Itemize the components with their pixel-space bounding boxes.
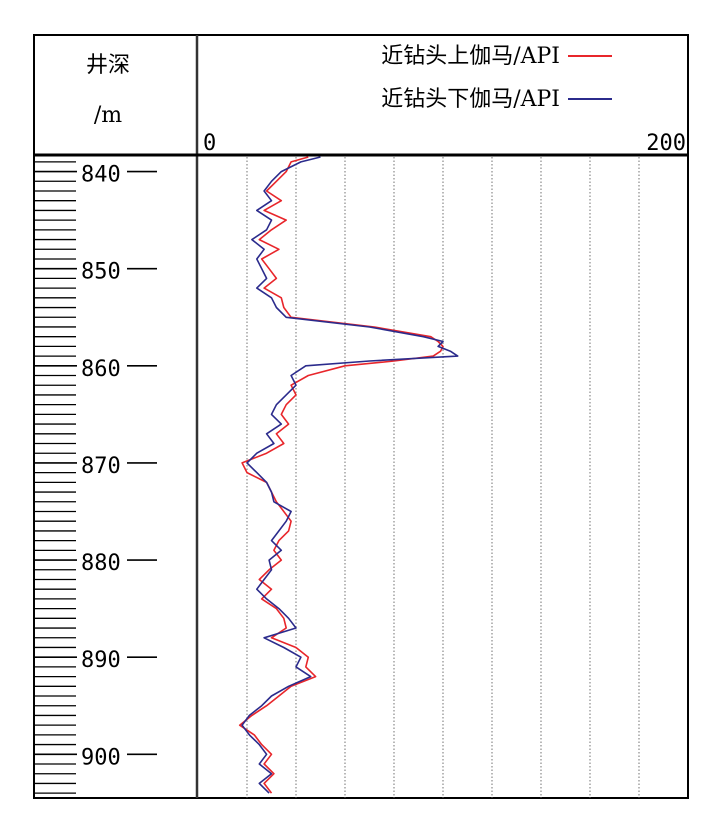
depth-label-bg: [77, 648, 127, 671]
depth-label: 860: [81, 357, 121, 382]
x-tick-min: 0: [203, 131, 216, 156]
upper-gamma-curve: [238, 156, 444, 794]
x-tick-max: 200: [646, 131, 686, 156]
chart-texts: 井深 /m 近钻头上伽马/API 近钻头下伽马/API 0 200: [86, 44, 686, 156]
depth-label: 870: [81, 454, 121, 479]
vertical-grid: [246, 157, 640, 798]
depth-labels: 840 850 860 870 880 890 900: [77, 162, 127, 770]
lower-gamma-curve: [241, 156, 459, 794]
depth-label-bg: [77, 745, 127, 768]
depth-label: 900: [81, 745, 121, 770]
outer-border: [33, 34, 689, 799]
depth-header-line2: /m: [94, 103, 122, 128]
depth-label: 850: [81, 260, 121, 285]
depth-header-line1: 井深: [86, 53, 130, 78]
depth-label-bg: [77, 162, 127, 185]
depth-label-bg: [77, 259, 127, 282]
legend-label-lower: 近钻头下伽马/API: [381, 87, 560, 112]
depth-label-bg: [77, 453, 127, 476]
legend-label-upper: 近钻头上伽马/API: [381, 44, 560, 69]
depth-label: 880: [81, 551, 121, 576]
curves: [238, 156, 459, 794]
depth-label: 840: [81, 163, 121, 188]
depth-label-bg: [77, 356, 127, 379]
depth-label: 890: [81, 648, 121, 673]
chart-frame: [33, 34, 689, 799]
depth-label-bg: [77, 551, 127, 574]
